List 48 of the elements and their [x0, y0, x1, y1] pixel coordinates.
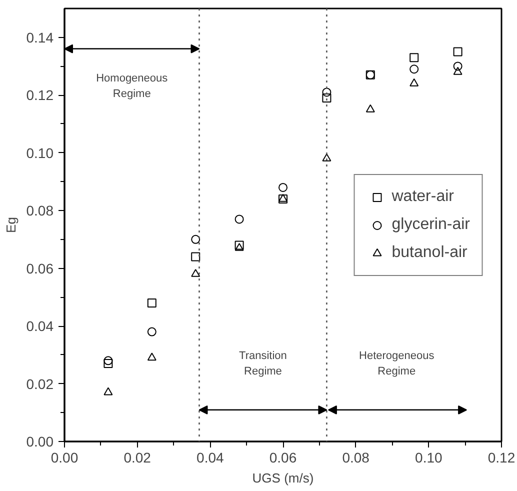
point: [147, 327, 156, 336]
annotation: Homogeneous Regime: [96, 72, 168, 100]
point: [410, 78, 419, 86]
point: [234, 214, 244, 224]
point: [453, 66, 462, 75]
point: [278, 194, 288, 202]
y-tick-label: 0.14: [26, 29, 54, 46]
point: [104, 387, 113, 396]
point: [234, 242, 244, 251]
point: [104, 356, 113, 366]
y-tick-label: 0.06: [26, 260, 54, 276]
x-tick-label: 0.08: [342, 450, 370, 466]
legend-label: glycerin-air: [392, 216, 470, 234]
x-tick-label: 0.00: [50, 450, 78, 466]
point: [366, 104, 375, 112]
point: [278, 194, 288, 204]
point: [147, 298, 156, 308]
y-tick-label: 0.10: [26, 144, 54, 161]
y-axis-title: Eg: [3, 217, 18, 233]
x-tick-label: 0.02: [124, 450, 152, 466]
x-axis-title: UGS (m/s): [252, 470, 314, 486]
point: [104, 359, 113, 368]
x-tick-label: 0.06: [269, 450, 297, 466]
point: [453, 62, 462, 71]
x-tick-label: 0.04: [196, 450, 224, 466]
point: [410, 64, 419, 74]
y-tick-label: 0.02: [26, 376, 54, 392]
point: [322, 153, 332, 162]
point: [322, 88, 332, 97]
point: [410, 53, 419, 62]
legend-label: butanol-air: [392, 244, 468, 262]
annotation: Heterogeneous Regime: [359, 350, 435, 378]
point: [278, 182, 288, 192]
x-tick-label: 0.12: [488, 450, 516, 466]
point: [191, 268, 200, 277]
y-tick-label: 0.08: [26, 202, 54, 219]
point: [234, 240, 244, 250]
y-tick-label: 0.04: [26, 318, 54, 334]
y-tick-label: 0.12: [26, 87, 54, 104]
legend-label: water-air: [392, 188, 454, 206]
point: [322, 93, 332, 102]
x-tick-label: 0.10: [415, 450, 443, 466]
y-tick-label: 0.00: [26, 434, 54, 450]
annotation: Transition Regime: [239, 350, 287, 378]
point: [191, 252, 200, 262]
point: [191, 234, 200, 244]
point: [147, 352, 156, 361]
point: [453, 47, 462, 56]
